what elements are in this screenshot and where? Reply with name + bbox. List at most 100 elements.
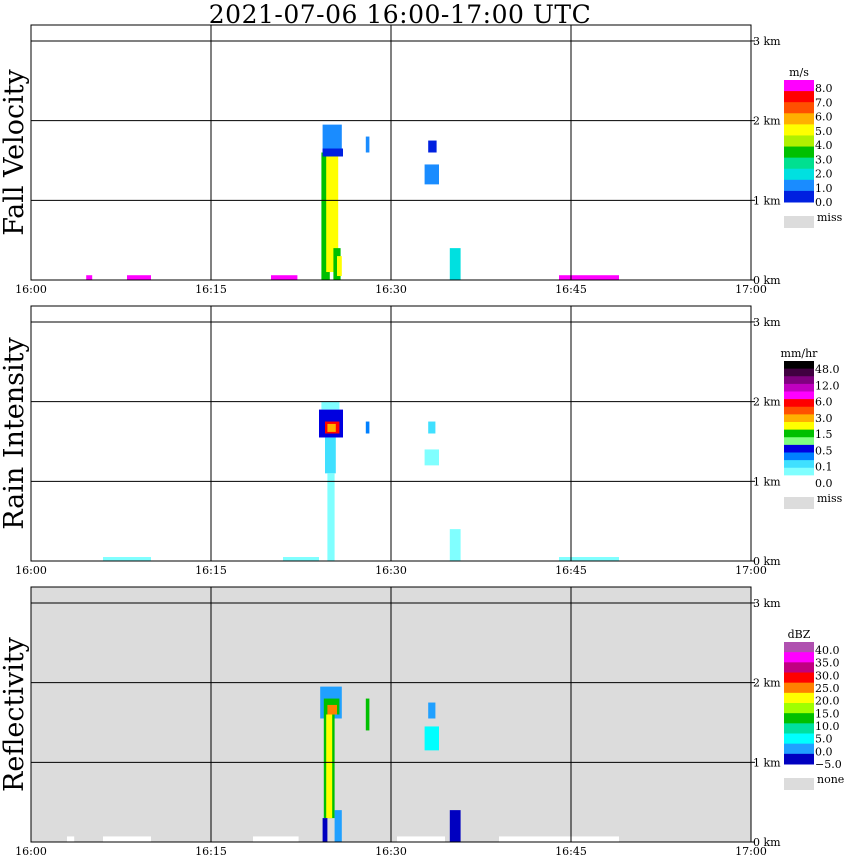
colorbar-value-label: 1.0 xyxy=(815,182,833,195)
colorbar-swatch xyxy=(784,361,814,370)
colorbar-swatch xyxy=(784,179,814,192)
y-tick-label: 1 km xyxy=(753,194,781,207)
colorbar-value-label: 0.0 xyxy=(815,477,833,490)
colorbar-value-label: 48.0 xyxy=(815,363,840,376)
y-tick-label: 2 km xyxy=(753,677,781,690)
colorbar-swatch xyxy=(784,376,814,385)
colorbar-swatch xyxy=(784,452,814,461)
echo-cell xyxy=(326,714,333,819)
colorbar-value-label: 6.0 xyxy=(815,111,833,124)
echo-cell xyxy=(325,437,336,474)
echo-layer xyxy=(86,124,619,280)
panel-rain-intensity: 0 km 1 km 2 km 3 km 16:00 16:15 16:30 16:45 17:0… xyxy=(0,305,843,577)
colorbar-value-label: 0.0 xyxy=(815,745,833,758)
colorbar-swatch xyxy=(784,80,814,92)
y-tick-label: 2 km xyxy=(753,115,781,128)
echo-cell xyxy=(449,248,461,280)
echo-cell xyxy=(321,152,330,280)
colorbar-swatch xyxy=(784,102,814,114)
colorbar-value-label: 6.0 xyxy=(815,396,833,409)
echo-cell xyxy=(327,473,335,561)
colorbar-swatch xyxy=(784,368,814,377)
panel-reflectivity: 0 km 1 km 2 km 3 km 16:00 16:15 16:30 16:45 17:0… xyxy=(0,586,844,858)
colorbar-value-label: 25.0 xyxy=(815,682,840,695)
x-tick-label: 16:45 xyxy=(555,845,587,858)
echo-cell xyxy=(322,818,328,842)
echo-cell xyxy=(67,836,75,842)
colorbar-value-label: 4.0 xyxy=(815,139,833,152)
colorbar-value-label: 2.0 xyxy=(815,168,833,181)
echo-cell xyxy=(253,836,299,842)
colorbar-unit: dBZ xyxy=(788,628,811,641)
colorbar-value-label: 5.0 xyxy=(815,125,833,138)
y-tick-label: 0 km xyxy=(753,555,781,568)
colorbar-swatch xyxy=(784,146,814,159)
plot-frame xyxy=(30,24,752,281)
echo-cell xyxy=(424,449,439,466)
y-tick-label: 3 km xyxy=(753,35,781,48)
colorbar-missing-swatch xyxy=(784,216,814,228)
colorbar-swatch xyxy=(784,692,814,704)
colorbar-swatch xyxy=(784,135,814,148)
colorbar-swatch xyxy=(784,682,814,694)
colorbar-swatch xyxy=(784,190,814,203)
colorbar-value-label: 8.0 xyxy=(815,82,833,95)
colorbar-swatch xyxy=(784,723,814,734)
x-tick-label: 16:15 xyxy=(195,283,227,296)
colorbar-value-label: 12.0 xyxy=(815,379,840,392)
colorbar-swatch xyxy=(784,383,814,392)
y-tick-label: 1 km xyxy=(753,475,781,488)
echo-layer xyxy=(103,401,619,561)
colorbar-unit: m/s xyxy=(789,66,809,79)
colorbar-missing-label: miss xyxy=(817,211,843,224)
colorbar-swatch xyxy=(784,157,814,170)
x-tick-label: 16:00 xyxy=(15,283,47,296)
colorbar-swatch xyxy=(784,168,814,181)
echo-cell xyxy=(397,836,445,842)
echo-cell xyxy=(424,726,439,751)
colorbar-value-label: 15.0 xyxy=(815,707,840,720)
colorbar-swatch xyxy=(784,429,814,438)
echo-cell xyxy=(499,836,619,842)
echo-cell xyxy=(365,421,370,434)
echo-cell xyxy=(86,275,93,280)
echo-cell xyxy=(449,529,461,561)
x-tick-label: 16:15 xyxy=(195,845,227,858)
echo-cell xyxy=(326,148,339,273)
echo-layer xyxy=(67,686,619,842)
chart-title: 2021-07-06 16:00-17:00 UTC xyxy=(208,0,592,29)
colorbar-swatch xyxy=(784,391,814,400)
echo-cell xyxy=(424,164,439,185)
echo-cell xyxy=(428,702,436,719)
colorbar-swatch xyxy=(784,414,814,423)
panel-fall-velocity: 0 km 1 km 2 km 3 km 16:00 16:15 16:30 16:45 17:0… xyxy=(0,24,843,296)
x-tick-label: 16:15 xyxy=(195,564,227,577)
x-tick-label: 17:00 xyxy=(735,845,767,858)
colorbar-value-label: 0.5 xyxy=(815,444,833,457)
colorbar-legend: m/s 8.07.0 6.05.04.03.0 2.01.00.0 miss xyxy=(784,66,843,228)
y-tick-label: 1 km xyxy=(753,756,781,769)
colorbar-swatch xyxy=(784,713,814,724)
echo-cell xyxy=(322,124,342,153)
colorbar-value-label: 3.0 xyxy=(815,153,833,166)
colorbar-missing-label: miss xyxy=(817,492,843,505)
colorbar-missing-swatch xyxy=(784,497,814,509)
echo-cell xyxy=(103,836,151,842)
colorbar-swatch xyxy=(784,733,814,745)
colorbar-swatch xyxy=(784,113,814,125)
colorbar-swatch xyxy=(784,437,814,446)
y-tick-label: 3 km xyxy=(753,597,781,610)
y-tick-label: 0 km xyxy=(753,274,781,287)
colorbar-swatch xyxy=(784,422,814,431)
colorbar-unit: mm/hr xyxy=(781,347,819,360)
colorbar-value-label: 20.0 xyxy=(815,695,840,708)
colorbar-value-label: 7.0 xyxy=(815,96,833,109)
colorbar-value-label: 35.0 xyxy=(815,657,840,670)
colorbar-swatch xyxy=(784,703,814,714)
colorbar-value-label: 0.1 xyxy=(815,461,833,474)
colorbar-swatch xyxy=(784,124,814,136)
echo-cell xyxy=(337,256,342,277)
echo-cell xyxy=(283,557,319,561)
echo-cell xyxy=(365,136,370,153)
